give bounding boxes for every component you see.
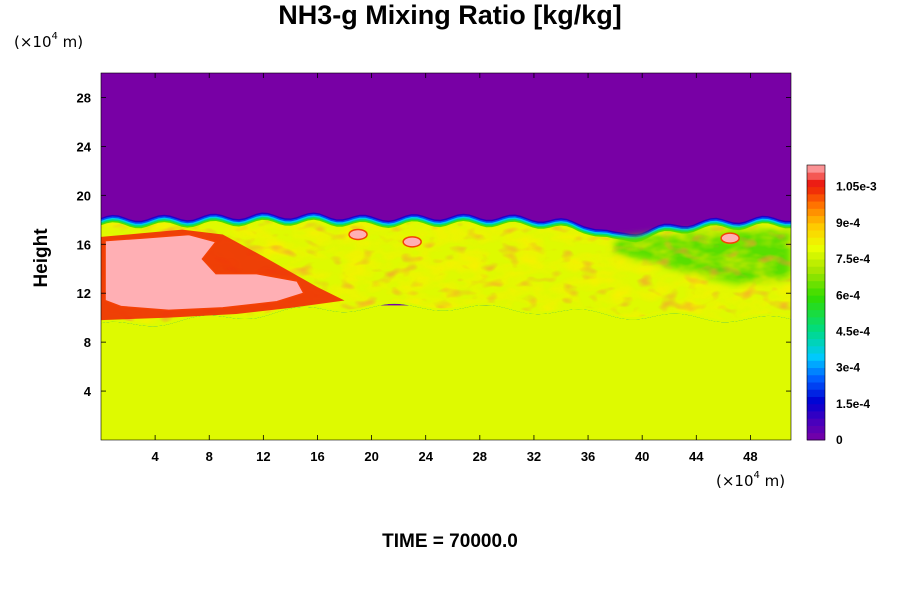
colorbar-segment (807, 331, 825, 340)
chart-title: NH3-g Mixing Ratio [kg/kg] (278, 0, 622, 30)
colorbar-segment (807, 259, 825, 267)
colorbar-segment (807, 403, 825, 412)
colorbar-segment (807, 360, 825, 369)
colorbar-segment (807, 237, 825, 246)
colorbar-segment (807, 389, 825, 397)
colorbar-segment (807, 222, 825, 231)
colorbar-segment (807, 244, 825, 253)
colorbar-tick-label: 0 (836, 433, 843, 447)
x-axis: 4 8 12 16 20 24 28 32 36 40 44 48 (152, 73, 758, 464)
colorbar-segment (807, 338, 825, 347)
colorbar-segment (807, 324, 825, 332)
colorbar-segment (807, 374, 825, 383)
colorbar-segment (807, 432, 825, 441)
colorbar-segment (807, 266, 825, 274)
max-blob (348, 228, 368, 241)
lower-layer (101, 305, 791, 440)
colorbar-segment (807, 411, 825, 419)
colorbar-segment (807, 396, 825, 405)
colorbar-tick-label: 1.05e-3 (836, 180, 877, 194)
y-tick-label: 24 (77, 139, 92, 154)
colorbar-segment (807, 295, 825, 303)
colorbar-tick-label: 7.5e-4 (836, 252, 870, 266)
colorbar-tick-label: 3e-4 (836, 361, 860, 375)
colorbar-frame (806, 164, 826, 441)
colorbar-segment (807, 251, 825, 260)
x-tick-label: 28 (473, 449, 487, 464)
colorbar-segment (807, 215, 825, 224)
y-tick-label: 28 (77, 90, 91, 105)
x-tick-label: 16 (310, 449, 324, 464)
x-tick-label: 32 (527, 449, 541, 464)
colorbar-tick-label: 1.5e-4 (836, 397, 870, 411)
colorbar-segment (807, 425, 825, 434)
colorbar-segment (807, 309, 825, 318)
x-tick-label: 8 (206, 449, 213, 464)
colorbar-tick-label: 4.5e-4 (836, 324, 870, 338)
colorbar-segment (807, 382, 825, 390)
colorbar-segment (807, 165, 825, 173)
colorbar-segment (807, 172, 825, 180)
y-axis: 4 8 12 16 20 24 28 (77, 90, 791, 399)
colorbar-segment (807, 418, 825, 426)
y-tick-label: 16 (77, 237, 91, 252)
x-tick-label: 36 (581, 449, 595, 464)
x-axis-unit: (×104 m) (716, 470, 786, 490)
colorbar-tick-label: 6e-4 (836, 288, 860, 302)
colorbar-segment (807, 345, 825, 354)
max-region (104, 233, 306, 312)
y-tick-label: 20 (77, 188, 91, 203)
field-layer (101, 73, 791, 440)
colorbar-segment (807, 288, 825, 296)
max-blob (720, 232, 740, 244)
colorbar-segment (807, 302, 825, 311)
plot-frame (100, 72, 792, 441)
x-tick-label: 40 (635, 449, 649, 464)
colorbar-segment (807, 201, 825, 209)
x-tick-label: 4 (152, 449, 160, 464)
y-tick-label: 4 (84, 384, 92, 399)
colorbar-segment (807, 208, 825, 217)
colorbar-segment (807, 316, 825, 325)
time-label: TIME = 70000.0 (382, 531, 518, 552)
colorbar-segment (807, 280, 825, 289)
colorbar-segment (807, 367, 825, 376)
colorbar-segment (807, 193, 825, 202)
x-tick-label: 48 (743, 449, 757, 464)
colorbar-segment (807, 179, 825, 188)
colorbar-segment (807, 186, 825, 195)
colorbar-tick-label: 9e-4 (836, 216, 860, 230)
x-tick-label: 24 (418, 449, 433, 464)
colorbar: 0 1.5e-4 3e-4 4.5e-4 6e-4 7.5e-4 9e-4 1.05e-3 (806, 164, 877, 447)
y-tick-label: 12 (77, 286, 91, 301)
y-tick-label: 8 (84, 335, 91, 350)
colorbar-segment (807, 273, 825, 282)
x-tick-label: 44 (689, 449, 704, 464)
y-axis-unit: (×104 m) (14, 31, 84, 51)
max-blob (402, 236, 422, 248)
colorbar-segment (807, 353, 825, 361)
x-tick-label: 20 (364, 449, 378, 464)
colorbar-segment (807, 230, 825, 238)
x-tick-label: 12 (256, 449, 270, 464)
